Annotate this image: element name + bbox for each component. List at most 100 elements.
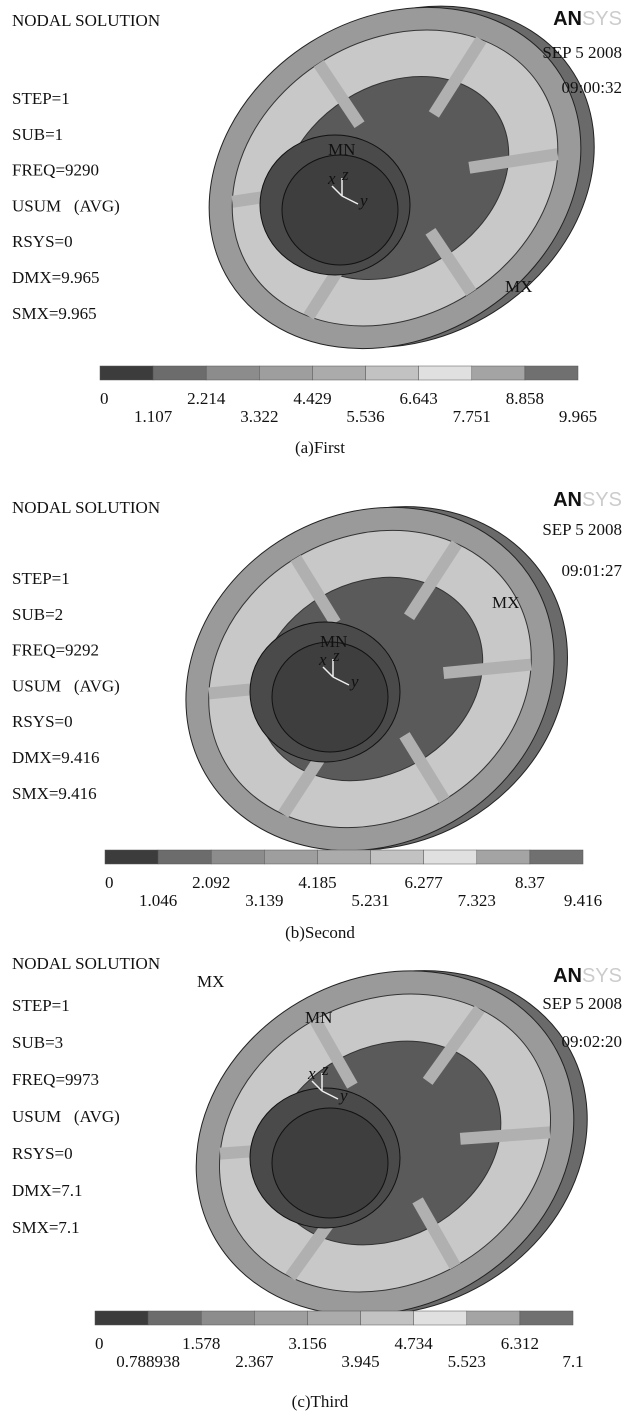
info-line: FREQ=9290 [12, 161, 99, 180]
legend-label: 0 [105, 873, 114, 892]
logo-bold: AN [553, 965, 582, 987]
colorbar-segment [361, 1311, 414, 1325]
colorbar-segment [317, 850, 370, 864]
hub-inner [272, 642, 388, 752]
info-line: SMX=9.416 [12, 784, 97, 803]
title: NODAL SOLUTION [12, 11, 160, 30]
legend-label: 6.643 [400, 389, 438, 408]
legend-label: 0.788938 [116, 1352, 180, 1371]
min-label: MN [328, 140, 355, 159]
date: SEP 5 2008 [542, 520, 622, 539]
colorbar-segment [105, 850, 158, 864]
legend-label: 0 [100, 389, 109, 408]
legend-label: 1.578 [182, 1334, 220, 1353]
legend-label: 8.37 [515, 873, 545, 892]
colorbar-segment [371, 850, 424, 864]
colorbar-segment [467, 1311, 520, 1325]
legend-label: 2.092 [192, 873, 230, 892]
figure: MNMXxzyNODAL SOLUTIONANSYSSEP 5 200809:0… [0, 0, 639, 1411]
min-label: MN [305, 1008, 332, 1027]
info-line: SMX=9.965 [12, 304, 97, 323]
title: NODAL SOLUTION [12, 954, 160, 973]
time: 09:01:27 [562, 561, 623, 580]
hub-inner [272, 1108, 388, 1218]
info-line: USUM (AVG) [12, 676, 120, 695]
legend-label: 2.367 [235, 1352, 274, 1371]
hub-inner [282, 155, 398, 265]
legend-label: 0 [95, 1334, 104, 1353]
info-line: STEP=1 [12, 569, 70, 588]
legend-label: 1.107 [134, 407, 173, 426]
info-line: RSYS=0 [12, 1144, 73, 1163]
colorbar-segment [525, 366, 578, 380]
colorbar-segment [414, 1311, 467, 1325]
time: 09:02:20 [562, 1032, 622, 1051]
info-line: SUB=3 [12, 1033, 63, 1052]
info-line: DMX=7.1 [12, 1181, 83, 1200]
axis-label: y [349, 672, 359, 691]
info-line: USUM (AVG) [12, 1107, 120, 1126]
caption: (a)First [295, 438, 345, 457]
info-line: SUB=1 [12, 125, 63, 144]
colorbar-segment [211, 850, 264, 864]
legend-label: 8.858 [506, 389, 544, 408]
colorbar-segment [206, 366, 259, 380]
info-line: SMX=7.1 [12, 1218, 80, 1237]
colorbar-segment [100, 366, 153, 380]
colorbar-segment [312, 366, 365, 380]
legend-label: 9.416 [564, 891, 602, 910]
colorbar-segment [419, 366, 472, 380]
legend-label: 5.231 [351, 891, 389, 910]
max-label: MX [505, 277, 532, 296]
logo: ANSYS [553, 489, 622, 511]
legend-label: 6.277 [405, 873, 444, 892]
logo: ANSYS [553, 965, 622, 987]
info-line: SUB=2 [12, 605, 63, 624]
axis-label: x [307, 1064, 316, 1083]
colorbar-segment [520, 1311, 573, 1325]
logo: ANSYS [553, 8, 622, 30]
caption: (b)Second [285, 923, 355, 942]
caption: (c)Third [292, 1392, 349, 1411]
colorbar-segment [95, 1311, 148, 1325]
max-label: MX [492, 593, 519, 612]
info-line: RSYS=0 [12, 712, 73, 731]
colorbar-segment [530, 850, 583, 864]
date: SEP 5 2008 [542, 994, 622, 1013]
legend-label: 4.185 [298, 873, 336, 892]
date: SEP 5 2008 [542, 43, 622, 62]
logo-bold: AN [553, 489, 582, 511]
axis-label: z [321, 1060, 329, 1079]
colorbar-segment [153, 366, 206, 380]
legend-label: 2.214 [187, 389, 226, 408]
legend-label: 3.156 [288, 1334, 326, 1353]
legend-label: 6.312 [501, 1334, 539, 1353]
title: NODAL SOLUTION [12, 498, 160, 517]
axis-label: z [332, 646, 340, 665]
legend-label: 3.139 [245, 891, 283, 910]
colorbar-segment [158, 850, 211, 864]
colorbar-segment [264, 850, 317, 864]
legend-label: 5.536 [346, 407, 384, 426]
legend-label: 5.523 [448, 1352, 486, 1371]
legend-label: 4.734 [395, 1334, 434, 1353]
colorbar-segment [307, 1311, 360, 1325]
axis-label: x [327, 169, 336, 188]
info-line: RSYS=0 [12, 232, 73, 251]
colorbar-segment [201, 1311, 254, 1325]
logo-light: SYS [582, 8, 622, 30]
time: 09:00:32 [562, 78, 622, 97]
colorbar-segment [477, 850, 530, 864]
colorbar-segment [366, 366, 419, 380]
info-line: STEP=1 [12, 89, 70, 108]
axis-label: y [338, 1086, 348, 1105]
legend-label: 7.751 [453, 407, 491, 426]
axis-label: x [318, 650, 327, 669]
axis-label: y [358, 191, 368, 210]
info-line: STEP=1 [12, 996, 70, 1015]
logo-light: SYS [582, 965, 622, 987]
info-line: FREQ=9292 [12, 641, 99, 660]
